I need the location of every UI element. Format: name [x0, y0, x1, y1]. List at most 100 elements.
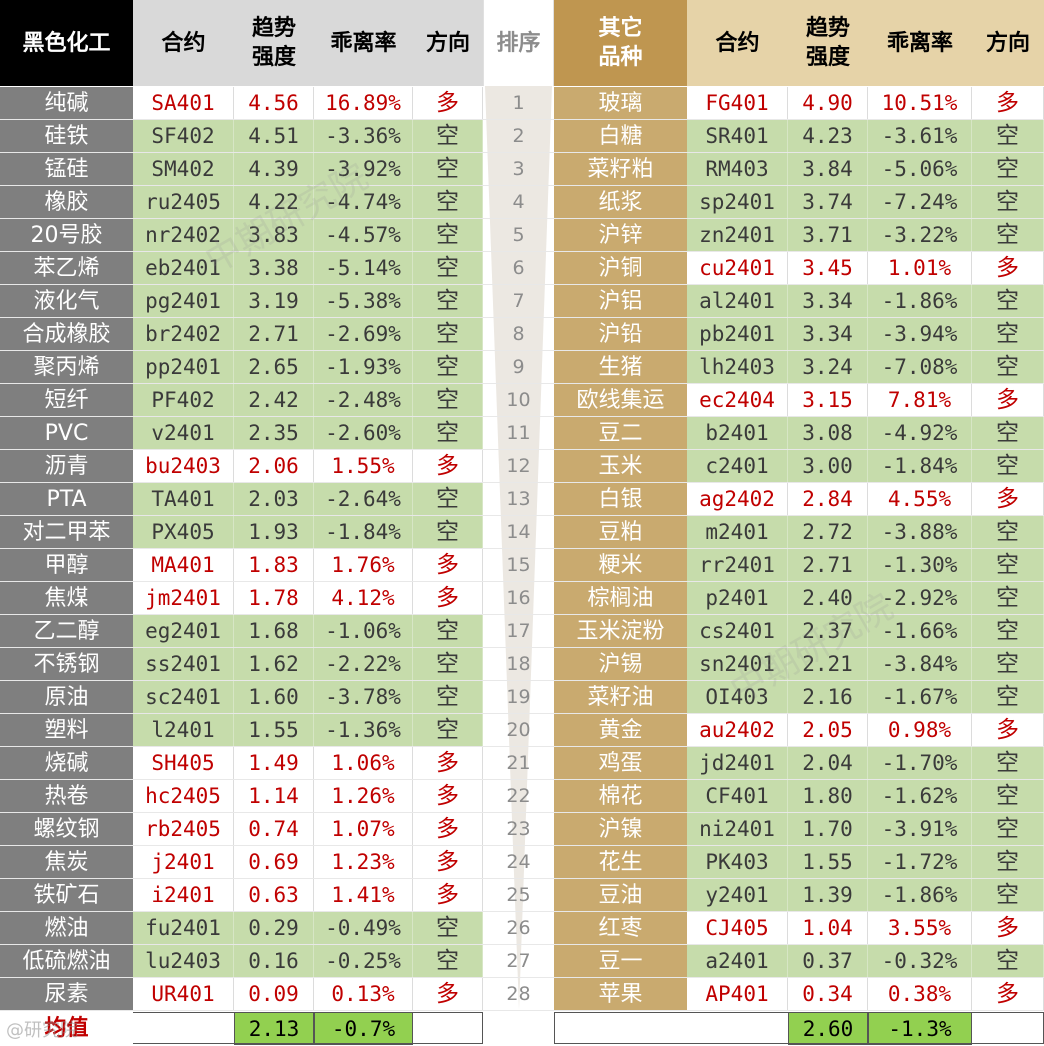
right-commodity-name: 菜籽粕 [554, 153, 687, 186]
left-deviation-cell: 1.07% [314, 813, 413, 846]
left-direction-cell: 空 [413, 285, 483, 318]
right-direction-cell: 空 [972, 285, 1044, 318]
right-contract-cell: SR401 [687, 120, 788, 153]
row-separator [0, 878, 1044, 879]
right-direction-cell: 空 [972, 846, 1044, 879]
right-contract-cell: al2401 [687, 285, 788, 318]
left-contract-cell: pg2401 [133, 285, 234, 318]
rank-number: 21 [506, 752, 531, 774]
right-strength-cell: 3.24 [788, 351, 868, 384]
table-row: 橡胶 ru2405 4.22 -4.74% 空 4 纸浆 sp2401 3.74 -7.24% 空 [0, 186, 1044, 219]
left-commodity-name: 合成橡胶 [0, 318, 133, 351]
table-row: 锰硅 SM402 4.39 -3.92% 空 3 菜籽粕 RM403 3.84 -5.06% 空 [0, 153, 1044, 186]
rank-number: 4 [512, 191, 525, 213]
left-deviation-cell: -2.22% [314, 648, 413, 681]
right-deviation-cell: -1.67% [868, 681, 972, 714]
footer-row: 均值 2.13 -0.7% 2.60 -1.3% [0, 1012, 1044, 1045]
right-deviation-cell: -7.24% [868, 186, 972, 219]
right-direction-cell: 空 [972, 879, 1044, 912]
right-deviation-cell: -1.70% [868, 747, 972, 780]
left-contract-cell: jm2401 [133, 582, 234, 615]
row-separator [0, 251, 1044, 252]
left-direction-cell: 空 [413, 186, 483, 219]
right-contract-cell: au2402 [687, 714, 788, 747]
left-panel-title: 黑色化工 [0, 0, 133, 86]
table-row: PTA TA401 2.03 -2.64% 空 13 白银 ag2402 2.84 4.55% 多 [0, 483, 1044, 516]
right-contract-cell: sp2401 [687, 186, 788, 219]
right-direction-cell: 空 [972, 450, 1044, 483]
rank-number: 11 [506, 422, 531, 444]
table-row: 燃油 fu2401 0.29 -0.49% 空 26 红枣 CJ405 1.04 3.55% 多 [0, 912, 1044, 945]
right-direction-cell: 空 [972, 648, 1044, 681]
row-separator [0, 812, 1044, 813]
right-contract-cell: b2401 [687, 417, 788, 450]
left-strength-cell: 1.55 [234, 714, 314, 747]
table-row: 短纤 PF402 2.42 -2.48% 空 10 欧线集运 ec2404 3.15 7.81% 多 [0, 384, 1044, 417]
row-separator [0, 548, 1044, 549]
left-commodity-name: 硅铁 [0, 120, 133, 153]
right-commodity-name: 粳米 [554, 549, 687, 582]
left-strength-cell: 3.83 [234, 219, 314, 252]
right-deviation-cell: -1.30% [868, 549, 972, 582]
left-direction-header: 方向 [413, 0, 483, 86]
right-contract-cell: zn2401 [687, 219, 788, 252]
right-direction-cell: 空 [972, 186, 1044, 219]
left-contract-cell: hc2405 [133, 780, 234, 813]
left-commodity-name: 塑料 [0, 714, 133, 747]
left-strength-cell: 2.35 [234, 417, 314, 450]
right-commodity-name: 棉花 [554, 780, 687, 813]
left-deviation-cell: 4.12% [314, 582, 413, 615]
row-separator [0, 218, 1044, 219]
right-direction-cell: 空 [972, 516, 1044, 549]
left-contract-cell: rb2405 [133, 813, 234, 846]
left-direction-cell: 多 [413, 747, 483, 780]
left-commodity-name: PVC [0, 417, 133, 450]
rank-number: 15 [506, 554, 531, 576]
left-strength-cell: 0.74 [234, 813, 314, 846]
right-direction-cell: 多 [972, 483, 1044, 516]
rank-number: 14 [506, 521, 531, 543]
left-deviation-cell: 0.13% [314, 978, 413, 1011]
left-commodity-name: 原油 [0, 681, 133, 714]
right-strength-cell: 2.72 [788, 516, 868, 549]
right-contract-cell: y2401 [687, 879, 788, 912]
right-strength-header-text: 趋势 强度 [805, 16, 850, 70]
right-strength-cell: 2.37 [788, 615, 868, 648]
left-commodity-name: 不锈钢 [0, 648, 133, 681]
row-separator [0, 911, 1044, 912]
left-direction-cell: 空 [413, 120, 483, 153]
left-strength-cell: 4.56 [234, 87, 314, 120]
left-commodity-name: 烧碱 [0, 747, 133, 780]
right-strength-cell: 3.08 [788, 417, 868, 450]
left-deviation-cell: -0.49% [314, 912, 413, 945]
right-direction-cell: 空 [972, 780, 1044, 813]
right-direction-cell: 多 [972, 87, 1044, 120]
right-deviation-cell: -3.88% [868, 516, 972, 549]
right-contract-cell: sn2401 [687, 648, 788, 681]
left-strength-cell: 1.83 [234, 549, 314, 582]
right-contract-cell: RM403 [687, 153, 788, 186]
left-deviation-cell: -3.36% [314, 120, 413, 153]
row-separator [0, 416, 1044, 417]
right-commodity-name: 黄金 [554, 714, 687, 747]
right-strength-cell: 3.71 [788, 219, 868, 252]
footer-left-box [133, 1012, 483, 1044]
left-direction-cell: 多 [413, 549, 483, 582]
left-contract-cell: ru2405 [133, 186, 234, 219]
row-separator [0, 680, 1044, 681]
table-row: 聚丙烯 pp2401 2.65 -1.93% 空 9 生猪 lh2403 3.24 -7.08% 空 [0, 351, 1044, 384]
right-direction-cell: 多 [972, 912, 1044, 945]
row-separator [0, 284, 1044, 285]
left-strength-cell: 1.49 [234, 747, 314, 780]
rank-number: 19 [506, 686, 531, 708]
left-deviation-cell: -1.84% [314, 516, 413, 549]
right-contract-cell: jd2401 [687, 747, 788, 780]
left-contract-cell: v2401 [133, 417, 234, 450]
right-direction-cell: 多 [972, 978, 1044, 1011]
left-strength-cell: 4.22 [234, 186, 314, 219]
left-direction-cell: 空 [413, 912, 483, 945]
table-row: 不锈钢 ss2401 1.62 -2.22% 空 18 沪锡 sn2401 2.21 -3.84%… [0, 648, 1044, 681]
left-deviation-cell: -1.36% [314, 714, 413, 747]
right-contract-cell: ni2401 [687, 813, 788, 846]
row-separator [0, 1010, 1044, 1011]
